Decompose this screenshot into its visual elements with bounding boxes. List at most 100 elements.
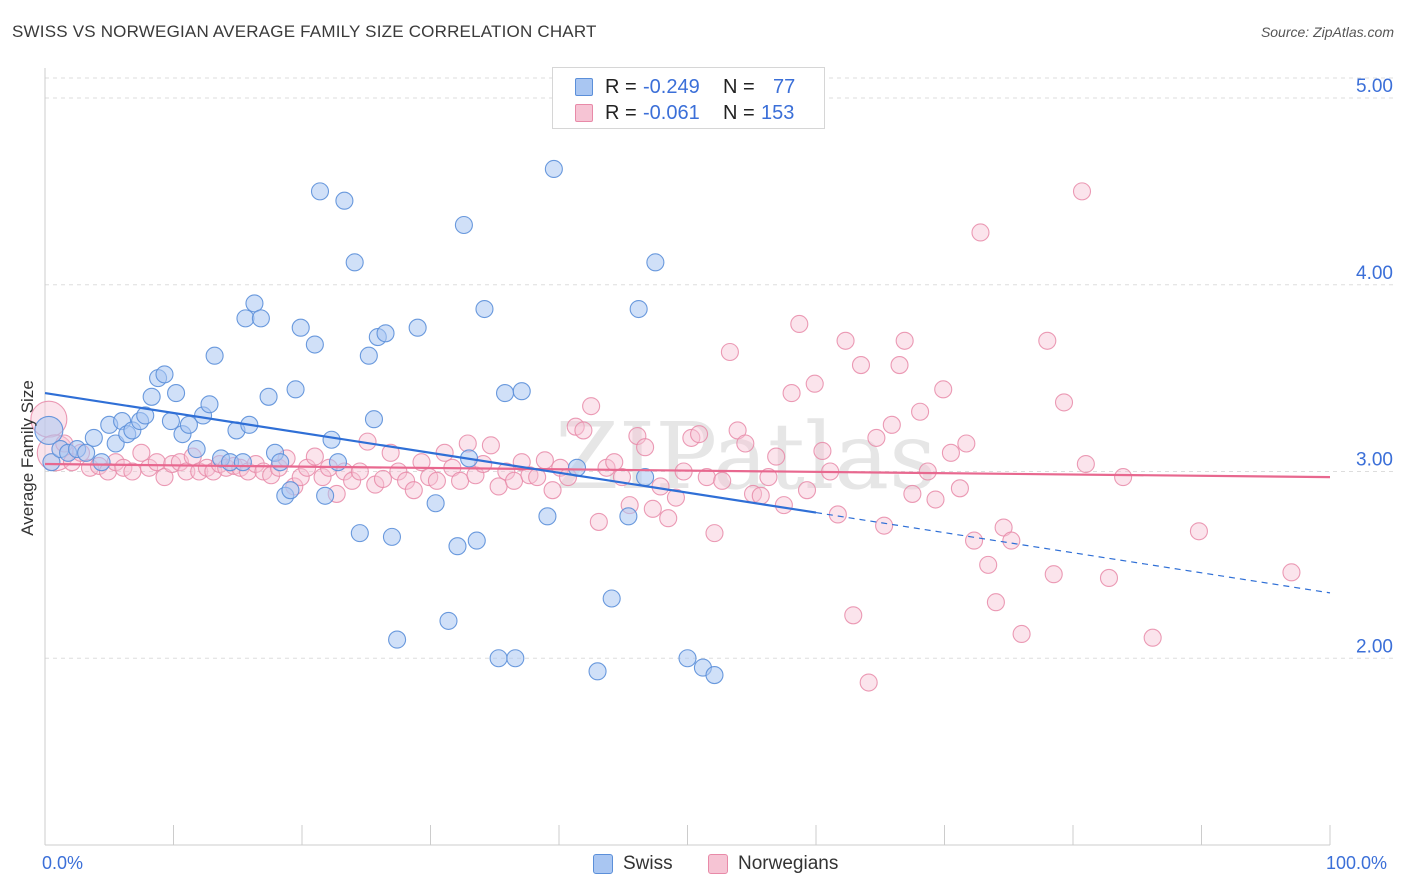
swiss-point-42 [310,182,330,201]
norwegians-point-36 [313,468,332,487]
y-tick-label-1: 3.00 [1356,450,1393,471]
swiss-point-61 [467,531,486,550]
gridlines [45,77,1395,659]
swiss-point-0 [34,415,64,445]
swiss-point-29 [233,453,252,472]
norwegians-point-129 [1044,565,1063,584]
norwegians-point-35 [305,447,324,466]
norwegians-point-52 [435,443,454,462]
swiss-point-49 [359,346,378,365]
norwegians-point-128 [1038,331,1057,350]
swiss-point-14 [136,406,155,425]
norwegians-point-70 [574,421,593,440]
swiss-point-38 [281,481,300,500]
swiss-point-54 [388,630,407,649]
norwegians-point-121 [965,531,984,550]
swiss-point-32 [245,294,264,313]
swiss-point-64 [495,384,515,403]
norwegians-swatch [708,854,728,874]
swiss-point-75 [646,253,665,272]
r-value: -0.249 [643,75,700,98]
norwegians-point-114 [911,402,930,421]
swiss-point-18 [161,412,180,431]
norwegians-point-136 [1189,522,1208,541]
norwegians-point-65 [535,451,554,470]
swiss-point-22 [187,440,206,459]
norwegians-point-131 [1072,182,1092,201]
norwegians-point-15 [163,454,182,474]
swiss-point-41 [305,335,324,354]
norwegians-point-106 [851,356,871,375]
n-value: 77 [773,75,796,98]
norwegians-point-104 [836,331,855,350]
norwegians-point-99 [797,481,817,500]
norwegians-point-112 [895,331,914,350]
swiss-point-78 [705,666,724,685]
swiss-point-44 [322,430,341,449]
norwegians-point-81 [659,509,678,528]
y-axis-label: Average Family Size [18,380,37,536]
norwegians-point-98 [790,314,809,334]
norwegians-point-137 [1282,563,1301,582]
y-tick-label-0: 2.00 [1356,636,1393,657]
swiss-point-58 [448,537,467,556]
swiss-point-6 [84,428,103,447]
norwegians-point-48 [404,481,423,500]
swiss-point-59 [454,215,473,235]
swiss-point-63 [489,649,508,668]
norwegians-trend-line [44,462,1331,479]
norwegians-point-110 [882,415,901,434]
norwegians-point-124 [986,593,1005,612]
norwegians-point-54 [451,471,470,490]
n-label: N = [723,101,755,124]
norwegians-point-82 [666,488,685,507]
swiss-point-43 [316,486,335,505]
norwegians-point-58 [481,436,500,455]
norwegians-point-61 [504,471,524,490]
norwegians-point-113 [903,484,922,503]
swiss-point-70 [588,662,607,681]
stats-row-swiss: R = -0.249 N = 77 [575,74,795,100]
norwegians-point-55 [458,434,477,453]
norwegians-point-40 [343,471,362,490]
swiss-point-50 [364,410,384,429]
swiss-point-53 [382,527,402,546]
legend-norwegians-label: Norwegians [738,853,839,874]
legend-swiss: Swiss [593,851,673,877]
swiss-point-33 [251,309,270,328]
swiss-point-72 [619,507,638,526]
legend-swiss-label: Swiss [623,853,673,874]
swiss-point-15 [142,387,161,406]
y-tick-label-3: 5.00 [1356,76,1393,97]
norwegians-point-89 [720,342,739,362]
norwegians-point-100 [805,374,824,393]
chart-title: SWISS VS NORWEGIAN AVERAGE FAMILY SIZE C… [12,22,597,41]
norwegians-point-130 [1054,393,1074,412]
norwegians-point-108 [867,428,886,447]
norwegians-point-115 [918,462,937,481]
n-value: 153 [761,101,795,124]
norwegians-point-107 [859,673,878,692]
stats-row-norwegians: R = -0.061 N = 153 [575,100,794,126]
n-label: N = [723,75,755,98]
r-value: -0.061 [643,101,700,124]
swiss-point-36 [271,453,290,472]
norwegians-point-78 [636,438,655,457]
norwegians-point-79 [643,499,662,518]
norwegians-point-80 [651,477,670,496]
swiss-point-1 [42,453,61,472]
swiss-trend-line [44,391,817,514]
norwegians-point-60 [497,462,516,481]
norwegians-point-13 [147,453,166,472]
swiss-point-65 [506,649,525,668]
source-credit: Source: ZipAtlas.com [1260,24,1394,40]
r-label: R = [605,75,637,98]
swiss-point-17 [155,365,174,384]
swiss-point-73 [629,299,648,319]
swiss-trend-extension [815,511,1331,594]
norwegians-point-44 [373,469,393,489]
swiss-swatch [593,854,613,874]
norwegians-point-133 [1099,568,1119,588]
norwegians-point-122 [971,223,990,242]
norwegians-point-88 [713,471,732,490]
